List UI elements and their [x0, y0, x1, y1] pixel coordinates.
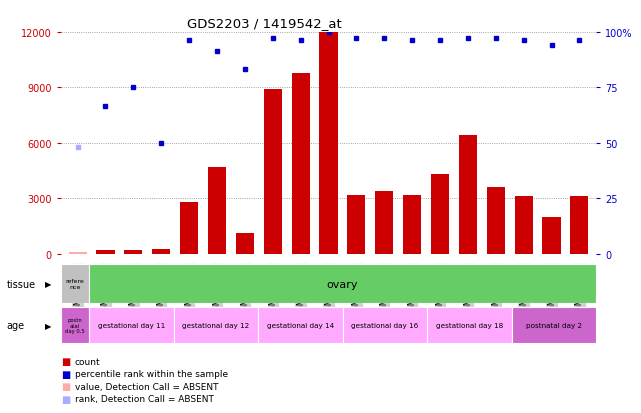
- Bar: [152, 249, 171, 254]
- Text: refere
nce: refere nce: [65, 278, 85, 290]
- Text: ■: ■: [61, 394, 70, 404]
- Text: GSM120854: GSM120854: [101, 265, 110, 316]
- Bar: [263, 90, 282, 254]
- Text: GSM120849: GSM120849: [296, 265, 305, 316]
- Text: gestational day 11: gestational day 11: [97, 322, 165, 328]
- Bar: [570, 197, 588, 254]
- Text: gestational day 16: gestational day 16: [351, 322, 419, 328]
- Text: GSM120855: GSM120855: [129, 265, 138, 316]
- Text: GDS2203 / 1419542_at: GDS2203 / 1419542_at: [187, 17, 342, 29]
- Text: count: count: [75, 357, 101, 366]
- Text: GSM120843: GSM120843: [463, 265, 472, 316]
- Bar: [431, 175, 449, 254]
- Text: GSM120856: GSM120856: [157, 265, 166, 316]
- Text: tissue: tissue: [6, 279, 35, 289]
- Bar: [61, 308, 89, 343]
- Bar: [69, 252, 87, 254]
- Text: ■: ■: [61, 381, 70, 391]
- Text: GSM120839: GSM120839: [519, 265, 528, 316]
- Bar: [375, 191, 394, 254]
- Text: GSM120841: GSM120841: [575, 265, 584, 316]
- Bar: [515, 197, 533, 254]
- Text: GSM120851: GSM120851: [185, 265, 194, 316]
- Text: GSM120845: GSM120845: [352, 265, 361, 316]
- Bar: [208, 167, 226, 254]
- Text: GSM120853: GSM120853: [240, 265, 249, 316]
- Text: GSM120850: GSM120850: [324, 265, 333, 316]
- Text: ▶: ▶: [45, 321, 51, 330]
- Text: age: age: [6, 320, 24, 330]
- Text: ▶: ▶: [45, 280, 51, 288]
- Bar: [427, 308, 512, 343]
- Text: GSM120846: GSM120846: [379, 265, 388, 316]
- Bar: [342, 308, 427, 343]
- Bar: [180, 202, 198, 254]
- Bar: [236, 234, 254, 254]
- Text: ovary: ovary: [327, 279, 358, 289]
- Text: gestational day 18: gestational day 18: [436, 322, 503, 328]
- Text: gestational day 14: gestational day 14: [267, 322, 334, 328]
- Text: postn
atal
day 0.5: postn atal day 0.5: [65, 317, 85, 334]
- Text: ■: ■: [61, 369, 70, 379]
- Bar: [61, 264, 89, 304]
- Bar: [258, 308, 342, 343]
- Text: GSM120852: GSM120852: [213, 265, 222, 316]
- Bar: [459, 136, 477, 254]
- Text: GSM120842: GSM120842: [435, 265, 444, 316]
- Bar: [487, 188, 505, 254]
- Text: percentile rank within the sample: percentile rank within the sample: [75, 369, 228, 378]
- Bar: [96, 250, 115, 254]
- Text: ■: ■: [61, 356, 70, 366]
- Text: rank, Detection Call = ABSENT: rank, Detection Call = ABSENT: [75, 394, 214, 403]
- Bar: [347, 195, 365, 254]
- Bar: [403, 195, 421, 254]
- Text: GSM120844: GSM120844: [491, 265, 500, 316]
- Bar: [319, 33, 338, 254]
- Text: GSM120857: GSM120857: [73, 265, 82, 316]
- Text: GSM120847: GSM120847: [408, 265, 417, 316]
- Text: gestational day 12: gestational day 12: [182, 322, 249, 328]
- Bar: [124, 250, 142, 254]
- Text: GSM120840: GSM120840: [547, 265, 556, 316]
- Text: GSM120848: GSM120848: [269, 265, 278, 316]
- Bar: [512, 308, 596, 343]
- Bar: [292, 74, 310, 254]
- Text: postnatal day 2: postnatal day 2: [526, 322, 582, 328]
- Bar: [89, 308, 174, 343]
- Text: value, Detection Call = ABSENT: value, Detection Call = ABSENT: [75, 382, 219, 391]
- Bar: [542, 217, 561, 254]
- Bar: [174, 308, 258, 343]
